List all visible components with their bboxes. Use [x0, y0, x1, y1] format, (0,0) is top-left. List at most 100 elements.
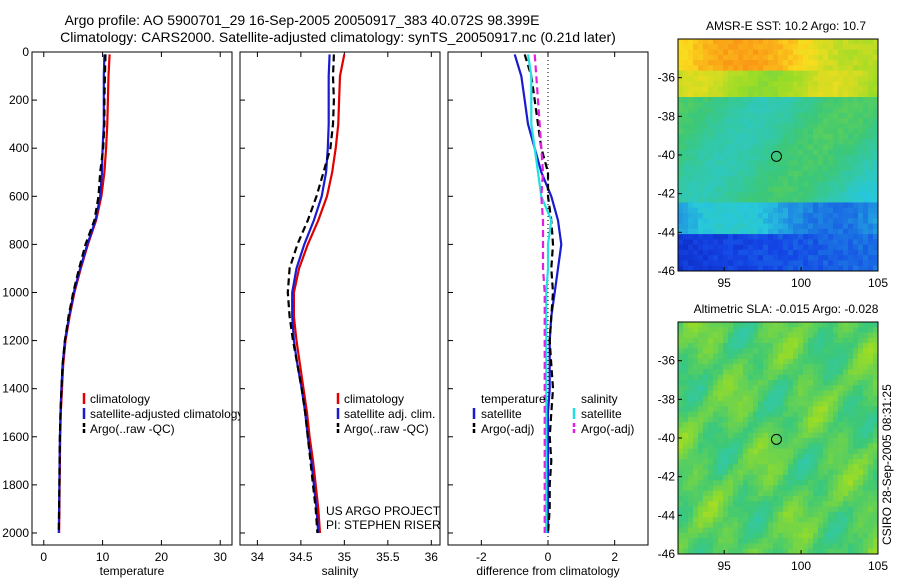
- map-cell: [803, 54, 809, 61]
- map-cell: [863, 207, 869, 214]
- map-cell: [733, 160, 739, 166]
- map-cell: [773, 112, 779, 119]
- map-cell: [698, 39, 704, 45]
- map-cell: [688, 406, 694, 413]
- map-cell: [738, 70, 744, 77]
- map-cell: [838, 432, 844, 439]
- map-cell: [753, 255, 759, 261]
- map-cell: [833, 65, 839, 72]
- map-cell: [723, 337, 729, 344]
- map-cell: [843, 443, 849, 449]
- map-cell: [818, 60, 824, 66]
- x-tick-label: 35: [338, 550, 352, 564]
- map-cell: [868, 390, 874, 397]
- map-cell: [858, 485, 864, 492]
- map-cell: [813, 469, 819, 476]
- map-cell: [693, 81, 699, 87]
- map-cell: [693, 322, 699, 328]
- map-cell: [803, 401, 809, 407]
- map-cell: [873, 401, 879, 407]
- map-cell: [823, 406, 829, 413]
- map-cell: [783, 464, 789, 471]
- map-cell: [758, 118, 764, 124]
- map-cell: [698, 128, 704, 135]
- map-cell: [683, 54, 689, 61]
- map-cell: [708, 186, 714, 193]
- map-cell: [818, 133, 824, 140]
- map-cell: [853, 427, 859, 434]
- map-cell: [743, 506, 749, 513]
- map-cell: [693, 39, 699, 45]
- map-cell: [863, 91, 869, 98]
- map-cell: [708, 337, 714, 344]
- map-cell: [823, 385, 829, 391]
- map-cell: [738, 490, 744, 497]
- map-cell: [758, 139, 764, 145]
- map-cell: [708, 474, 714, 481]
- map-cell: [723, 438, 729, 444]
- map-cell: [723, 427, 729, 434]
- map-cell: [703, 538, 709, 544]
- map-cell: [858, 260, 864, 267]
- map-cell: [813, 49, 819, 56]
- map-cell: [803, 160, 809, 166]
- map-cell: [848, 432, 854, 439]
- map-cell: [868, 422, 874, 428]
- map-cell: [803, 548, 809, 555]
- map-cell: [778, 181, 784, 188]
- map-cell: [748, 97, 754, 103]
- map-cell: [708, 448, 714, 455]
- map-cell: [723, 112, 729, 119]
- map-cell: [723, 223, 729, 230]
- map-cell: [853, 49, 859, 56]
- map-cell: [798, 155, 804, 161]
- map-cell: [793, 70, 799, 77]
- map-cell: [853, 490, 859, 497]
- map-cell: [678, 348, 684, 355]
- map-cell: [833, 343, 839, 349]
- map-cell: [728, 202, 734, 209]
- map-cell: [823, 60, 829, 66]
- map-cell: [863, 364, 869, 370]
- map-cell: [858, 543, 864, 550]
- map-cell: [748, 506, 754, 513]
- map-cell: [823, 139, 829, 145]
- map-cell: [853, 506, 859, 513]
- map-cell: [763, 139, 769, 145]
- map-cell: [733, 265, 739, 272]
- map-cell: [758, 453, 764, 460]
- map-cell: [708, 416, 714, 423]
- map-cell: [738, 395, 744, 402]
- map-cell: [703, 202, 709, 209]
- map-cell: [703, 133, 709, 140]
- map-cell: [693, 165, 699, 172]
- map-cell: [788, 70, 794, 77]
- map-cell: [743, 490, 749, 497]
- map-cell: [783, 538, 789, 544]
- map-cell: [768, 506, 774, 513]
- map-cell: [713, 244, 719, 251]
- map-cell: [808, 332, 814, 339]
- map-cell: [778, 191, 784, 198]
- map-cell: [873, 260, 879, 267]
- map-cell: [858, 438, 864, 444]
- map-cell: [873, 54, 879, 61]
- map-cell: [818, 474, 824, 481]
- map-cell: [838, 165, 844, 172]
- map-cell: [873, 348, 879, 355]
- map-cell: [863, 176, 869, 182]
- map-cell: [863, 548, 869, 555]
- map-cell: [773, 218, 779, 224]
- map-cell: [743, 91, 749, 98]
- map-cell: [873, 144, 879, 151]
- map-cell: [748, 538, 754, 544]
- map-cell: [713, 197, 719, 203]
- map-cell: [858, 453, 864, 460]
- map-cell: [848, 228, 854, 235]
- map-cell: [718, 374, 724, 381]
- map-cell: [738, 501, 744, 507]
- map-cell: [853, 186, 859, 193]
- map-cell: [713, 265, 719, 272]
- map-cell: [688, 522, 694, 529]
- map-cell: [838, 207, 844, 214]
